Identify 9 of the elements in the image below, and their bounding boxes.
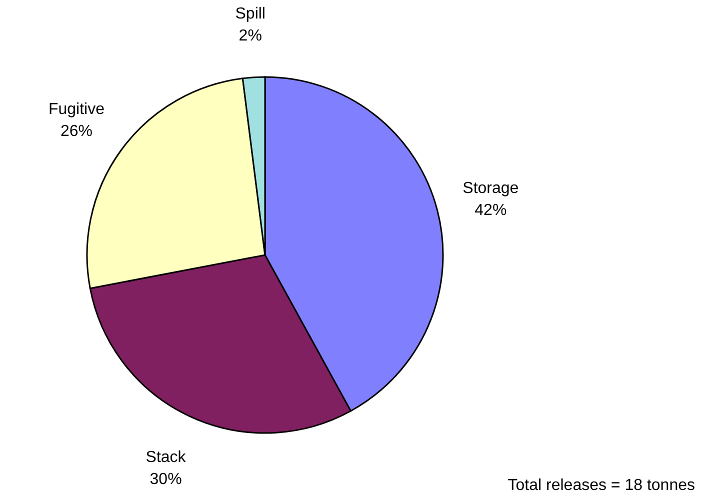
data-label: 2% bbox=[238, 27, 262, 44]
slice-label: Storage bbox=[462, 180, 519, 198]
data-label: 42% bbox=[474, 202, 507, 220]
slice-label: Stack bbox=[146, 448, 187, 466]
text: Total releases = 18 tonnes bbox=[508, 477, 695, 495]
slice-label: Fugitive bbox=[48, 101, 105, 118]
slice-label: Spill bbox=[235, 5, 266, 22]
data-label: 26% bbox=[60, 123, 93, 140]
data-label: 30% bbox=[150, 470, 182, 488]
